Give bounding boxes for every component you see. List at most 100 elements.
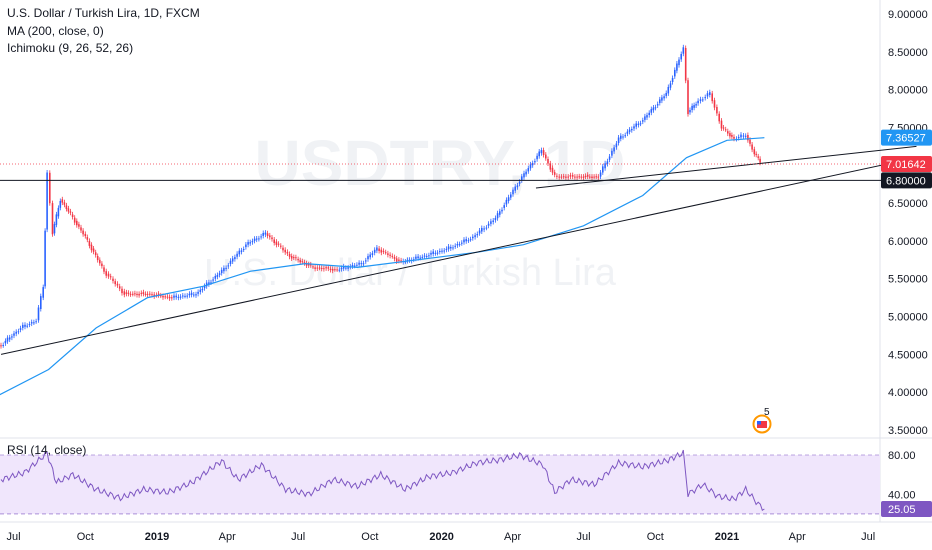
price-candle — [654, 107, 657, 109]
price-candle — [556, 175, 558, 177]
price-candle — [149, 293, 151, 295]
price-candle — [8, 337, 11, 340]
price-candle — [17, 331, 20, 333]
price-candle — [553, 172, 556, 175]
price-candle — [353, 265, 356, 267]
price-candle — [747, 135, 749, 141]
legend-ichimoku[interactable]: Ichimoku (9, 26, 52, 26) — [7, 41, 134, 55]
price-candle — [434, 252, 437, 254]
price-candle — [125, 292, 128, 294]
price-candle — [693, 105, 695, 108]
price-candle — [347, 267, 349, 269]
price-candle — [284, 249, 286, 253]
price-marker-ma[interactable] — [881, 129, 932, 146]
rsi-legend[interactable]: RSI (14, close) — [7, 443, 87, 457]
price-marker-last[interactable] — [881, 156, 932, 173]
price-candle — [369, 254, 371, 258]
price-candle — [132, 293, 134, 295]
price-candle — [177, 296, 180, 298]
price-candle — [547, 159, 549, 164]
price-candle — [565, 176, 567, 178]
price-candle — [757, 156, 759, 158]
price-candle — [463, 239, 465, 243]
price-candle — [114, 281, 116, 285]
price-candle — [576, 176, 578, 178]
price-candle — [234, 257, 236, 260]
price-candle — [613, 147, 615, 152]
price-candle — [236, 253, 238, 257]
price-candle — [362, 263, 365, 265]
price-candle — [395, 258, 398, 262]
price-candle — [90, 244, 93, 251]
trendline[interactable] — [0, 157, 917, 355]
price-candle — [443, 250, 445, 252]
price-candle — [503, 205, 505, 208]
legend-title[interactable]: U.S. Dollar / Turkish Lira, 1D, FXCM — [7, 6, 200, 20]
price-marker-label: 7.36527 — [886, 133, 926, 145]
price-candle — [549, 163, 552, 170]
price-candle — [595, 176, 597, 178]
price-candle — [57, 207, 60, 217]
price-candle — [127, 292, 130, 294]
price-candle — [380, 249, 383, 253]
price-candle — [190, 292, 193, 295]
time-tick-label: Apr — [504, 531, 521, 543]
price-candle — [210, 282, 212, 284]
ma200-line — [0, 137, 765, 396]
price-candle — [656, 104, 659, 106]
legend-ma[interactable]: MA (200, close, 0) — [7, 23, 104, 38]
price-candle — [496, 213, 499, 219]
price-tick-label: 4.00000 — [888, 387, 928, 399]
price-candle — [514, 186, 516, 191]
price-candle — [574, 176, 576, 178]
price-candle — [642, 120, 644, 122]
price-candle — [227, 265, 230, 267]
price-candle — [142, 292, 145, 294]
price-candle — [628, 129, 631, 132]
price-candle — [80, 227, 82, 231]
price-candle — [494, 218, 497, 221]
rsi-tick-label: 80.00 — [888, 450, 916, 462]
price-candle — [531, 163, 534, 166]
price-candle — [151, 294, 153, 296]
time-tick-label: Oct — [77, 531, 94, 543]
time-tick-label: 2020 — [429, 531, 453, 543]
price-candle — [229, 260, 232, 264]
price-candle — [733, 136, 735, 139]
price-candle — [255, 238, 258, 240]
watermark-symbol: USDTRY, 1D — [254, 127, 625, 199]
price-candle — [591, 176, 593, 178]
price-candle — [214, 276, 217, 279]
price-candle — [650, 109, 653, 113]
price-marker-label: 7.01642 — [886, 159, 926, 171]
price-candle — [345, 267, 347, 269]
price-candle — [240, 250, 243, 252]
price-candle — [680, 54, 682, 60]
price-candle — [193, 294, 195, 296]
price-candle — [340, 267, 343, 270]
price-candle — [744, 135, 747, 137]
price-candle — [360, 263, 363, 265]
price-candle — [297, 259, 299, 261]
price-candle — [436, 252, 439, 254]
price-candle — [718, 113, 720, 122]
price-candle — [186, 295, 188, 297]
price-candle — [223, 267, 225, 272]
price-tick-label: 3.50000 — [888, 425, 928, 437]
price-candle — [266, 233, 269, 236]
trendline[interactable] — [535, 145, 917, 189]
price-candle — [727, 131, 729, 134]
rsi-last-marker[interactable] — [881, 500, 932, 517]
price-marker-horizontal[interactable] — [881, 172, 932, 189]
price-candle — [755, 153, 757, 155]
price-candle — [551, 167, 554, 173]
price-candle — [534, 161, 536, 163]
price-candle — [608, 156, 611, 160]
price-candle — [164, 296, 166, 298]
price-candle — [518, 181, 521, 184]
price-candle — [458, 244, 461, 246]
price-candle — [299, 260, 301, 263]
price-candle — [168, 296, 171, 299]
price-candle — [711, 93, 713, 102]
